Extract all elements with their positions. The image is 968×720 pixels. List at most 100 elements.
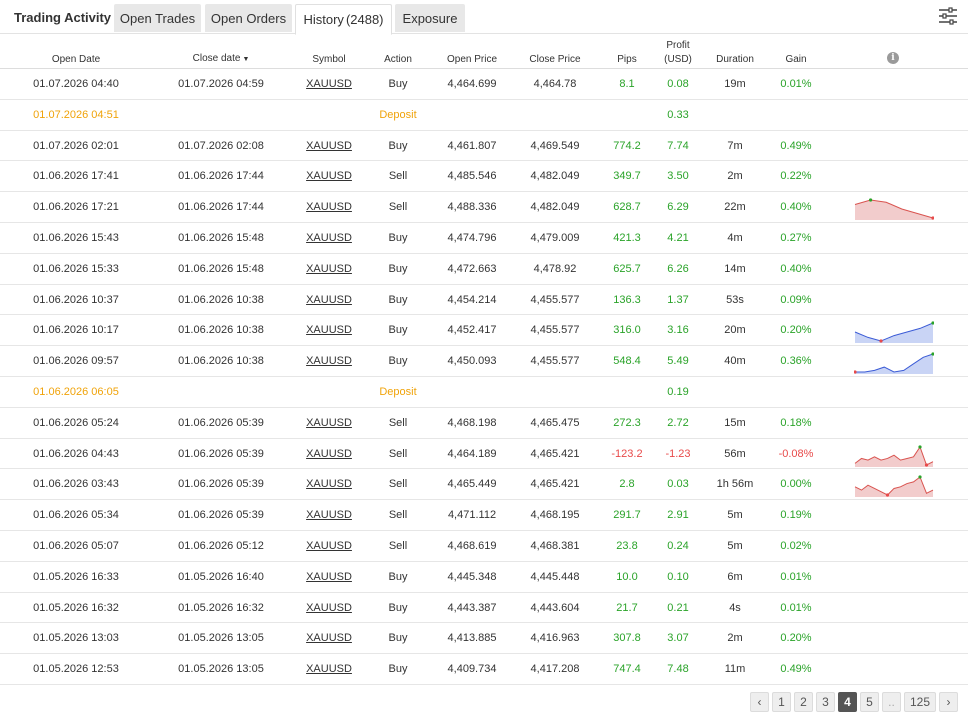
trade-table-body: 01.07.2026 04:40 01.07.2026 04:59 XAUUSD Bu… <box>0 69 968 685</box>
close-date-cell: 01.06.2026 05:12 <box>178 539 264 552</box>
tab-label: Open Trades <box>119 10 196 26</box>
page-button[interactable]: 5 <box>859 692 879 712</box>
col-gain[interactable]: Gain <box>785 54 807 65</box>
symbol-link[interactable]: XAUUSD <box>306 632 352 645</box>
table-row[interactable]: 01.05.2026 16:33 01.05.2026 16:40 XAUUSD Bu… <box>0 562 968 593</box>
table-row[interactable]: 01.06.2026 15:43 01.06.2026 15:48 XAUUSD Bu… <box>0 223 968 254</box>
symbol-link[interactable]: XAUUSD <box>306 663 352 676</box>
action-cell: Buy <box>388 601 408 614</box>
symbol-link[interactable]: XAUUSD <box>306 601 352 614</box>
symbol-link[interactable]: XAUUSD <box>306 78 352 90</box>
action-cell: Sell <box>388 170 408 183</box>
gain-cell: 0.01% <box>780 601 812 614</box>
col-duration[interactable]: Duration <box>716 54 754 65</box>
symbol-link[interactable]: XAUUSD <box>306 293 352 306</box>
pips-cell: 272.3 <box>613 416 641 429</box>
gain-cell: 0.40% <box>780 262 812 275</box>
action-cell: Sell <box>388 201 408 214</box>
symbol-link[interactable]: XAUUSD <box>306 170 352 183</box>
symbol-link[interactable]: XAUUSD <box>306 324 352 337</box>
profit-cell: 0.19 <box>667 385 689 398</box>
col-symbol[interactable]: Symbol <box>312 54 346 65</box>
last-page-button[interactable]: 125 <box>903 692 936 712</box>
symbol-link[interactable]: XAUUSD <box>306 201 352 214</box>
close-date-cell: 01.06.2026 05:39 <box>178 478 264 491</box>
table-row[interactable]: 01.05.2026 12:53 01.05.2026 13:05 XAUUSD Bu… <box>0 654 968 685</box>
sliders-icon[interactable] <box>938 7 958 25</box>
table-row[interactable]: 01.07.2026 04:40 01.07.2026 04:59 XAUUSD Bu… <box>0 69 968 100</box>
sparkline-area <box>855 323 933 344</box>
gain-cell: 0.19% <box>780 509 812 522</box>
sparkline-chart <box>854 444 934 467</box>
symbol-link[interactable]: XAUUSD <box>306 355 352 368</box>
next-page-button[interactable]: › <box>939 692 958 712</box>
tab-exposure[interactable]: Exposure <box>395 4 465 32</box>
symbol-link[interactable]: XAUUSD <box>306 509 352 522</box>
table-row[interactable]: 01.05.2026 13:03 01.05.2026 13:05 XAUUSD Bu… <box>0 623 968 655</box>
sort-desc-icon: ▼ <box>242 56 250 63</box>
table-row[interactable]: 01.06.2026 04:43 01.06.2026 05:39 XAUUSD Se… <box>0 439 968 470</box>
close-date-cell: 01.06.2026 10:38 <box>178 293 264 306</box>
col-profit[interactable]: Profit (USD) <box>658 40 698 65</box>
action-cell: Buy <box>388 632 408 645</box>
prev-page-button[interactable]: ‹ <box>749 692 769 712</box>
action-cell: Sell <box>388 416 408 429</box>
table-row[interactable]: 01.06.2026 17:41 01.06.2026 17:44 XAUUSD Se… <box>0 161 968 193</box>
close-price-cell: 4,455.577 <box>530 293 580 306</box>
col-close-price[interactable]: Close Price <box>529 54 581 65</box>
symbol-link[interactable]: XAUUSD <box>306 416 352 429</box>
symbol-link[interactable]: XAUUSD <box>306 570 352 583</box>
close-price-cell: 4,455.577 <box>530 324 580 337</box>
table-row[interactable]: 01.06.2026 15:33 01.06.2026 15:48 XAUUSD Bu… <box>0 254 968 285</box>
open-date-cell: 01.06.2026 05:07 <box>33 539 119 552</box>
page-button[interactable]: 4 <box>837 692 857 712</box>
table-row[interactable]: 01.05.2026 16:32 01.05.2026 16:32 XAUUSD Bu… <box>0 593 968 624</box>
deposit-row[interactable]: 01.06.2026 06:05 Deposit 0.19 <box>0 377 968 408</box>
tab-open-orders[interactable]: Open Orders <box>205 4 292 32</box>
symbol-link[interactable]: XAUUSD <box>306 262 352 275</box>
table-row[interactable]: 01.06.2026 10:37 01.06.2026 10:38 XAUUSD Bu… <box>0 285 968 316</box>
table-row[interactable]: 01.06.2026 05:24 01.06.2026 05:39 XAUUSD Se… <box>0 408 968 439</box>
table-row[interactable]: 01.07.2026 02:01 01.07.2026 02:08 XAUUSD Bu… <box>0 131 968 162</box>
info-icon[interactable]: i <box>887 52 899 64</box>
col-action[interactable]: Action <box>384 54 412 65</box>
open-date-cell: 01.07.2026 02:01 <box>33 139 119 152</box>
symbol-link[interactable]: XAUUSD <box>306 539 352 552</box>
tab-open-trades[interactable]: Open Trades <box>114 4 201 32</box>
table-row[interactable]: 01.06.2026 09:57 01.06.2026 10:38 XAUUSD Bu… <box>0 346 968 377</box>
action-cell: Buy <box>388 324 408 337</box>
deposit-row[interactable]: 01.07.2026 04:51 Deposit 0.33 <box>0 100 968 131</box>
col-pips[interactable]: Pips <box>617 54 637 65</box>
col-open-price[interactable]: Open Price <box>446 54 498 65</box>
table-row[interactable]: 01.06.2026 03:43 01.06.2026 05:39 XAUUSD Se… <box>0 469 968 501</box>
duration-cell: 4s <box>729 601 741 614</box>
close-price-cell: 4,482.049 <box>530 170 580 183</box>
close-date-cell: 01.05.2026 16:32 <box>178 601 264 614</box>
table-row[interactable]: 01.06.2026 10:17 01.06.2026 10:38 XAUUSD Bu… <box>0 315 968 347</box>
duration-cell: 5m <box>727 539 743 552</box>
open-price-cell: 4,468.619 <box>447 539 497 552</box>
page-button[interactable]: 2 <box>793 692 813 712</box>
profit-cell: 5.49 <box>667 355 689 368</box>
action-cell: Buy <box>388 293 408 306</box>
table-row[interactable]: 01.06.2026 05:34 01.06.2026 05:39 XAUUSD Se… <box>0 500 968 531</box>
symbol-link[interactable]: XAUUSD <box>306 231 352 244</box>
col-close-date[interactable]: Close date ▼ <box>180 53 262 65</box>
pips-cell: 349.7 <box>613 170 641 183</box>
profit-cell: 6.26 <box>667 262 689 275</box>
open-price-cell: 4,472.663 <box>447 262 497 275</box>
symbol-link[interactable]: XAUUSD <box>306 478 352 491</box>
tab-history[interactable]: History (2488) <box>295 4 392 35</box>
col-open-date[interactable]: Open Date <box>51 54 101 65</box>
open-date-cell: 01.07.2026 04:51 <box>33 108 119 121</box>
open-price-cell: 4,465.449 <box>447 478 497 491</box>
tab-label: History <box>303 12 344 27</box>
tab-count: (2488) <box>345 12 384 27</box>
symbol-link[interactable]: XAUUSD <box>306 447 352 460</box>
page-button[interactable]: 1 <box>771 692 791 712</box>
symbol-link[interactable]: XAUUSD <box>306 139 352 152</box>
table-row[interactable]: 01.06.2026 17:21 01.06.2026 17:44 XAUUSD Se… <box>0 192 968 223</box>
pips-cell: 628.7 <box>613 201 641 214</box>
page-button[interactable]: 3 <box>815 692 835 712</box>
table-row[interactable]: 01.06.2026 05:07 01.06.2026 05:12 XAUUSD Se… <box>0 531 968 562</box>
